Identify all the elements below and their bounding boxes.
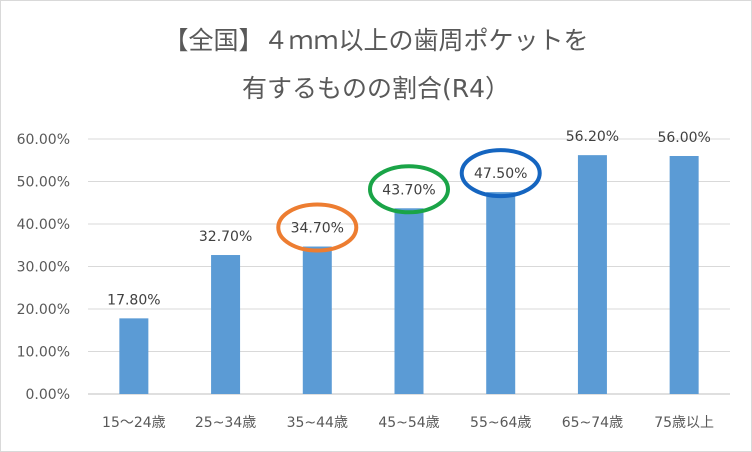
bar [394,208,424,394]
y-axis-labels: 0.00% 10.00% 20.00% 30.00% 40.00% 50.00% 60.00… [17,132,70,403]
x-tick-label: 25~34歳 [195,415,256,431]
y-tick-label: 40.00% [17,217,70,233]
x-axis-labels: 15～24歳 25~34歳 35~44歳 45~54歳 55~64歳 65~74歳 75歳以… [102,415,714,431]
data-labels: 17.80% 32.70% 34.70% 43.70% 47.50% 56.20% 56.0… [107,129,711,308]
x-tick-label: 65~74歳 [562,415,623,431]
y-tick-label: 10.00% [17,345,70,361]
x-tick-label: 75歳以上 [654,415,714,431]
chart-title-line2: 有するものの割合(R4） [241,74,511,103]
data-label: 47.50% [474,166,527,182]
data-label: 32.70% [199,229,252,245]
y-tick-label: 30.00% [17,260,70,276]
y-tick-label: 20.00% [17,302,70,318]
bar [577,155,607,394]
y-tick-label: 60.00% [17,132,70,148]
data-label: 56.20% [566,129,619,145]
bar [669,156,699,394]
chart-title-line1: 【全国】４ｍｍ以上の歯周ポケットを [163,26,589,55]
y-tick-label: 50.00% [17,175,70,191]
data-label: 17.80% [107,292,160,308]
bar [302,246,332,394]
x-tick-label: 55~64歳 [470,415,531,431]
x-tick-label: 45~54歳 [378,415,439,431]
highlight-circle [276,202,359,253]
x-tick-label: 15～24歳 [102,415,166,431]
highlight-circles [276,148,542,253]
data-label: 43.70% [382,182,435,198]
bar [119,318,149,394]
data-label: 34.70% [291,221,344,237]
bar [486,192,516,394]
highlight-circle [368,164,450,215]
bars [119,155,699,394]
data-label: 56.00% [657,130,710,146]
highlight-circle [459,148,542,199]
y-tick-label: 0.00% [26,387,70,403]
x-tick-label: 35~44歳 [287,415,348,431]
bar [211,255,241,394]
